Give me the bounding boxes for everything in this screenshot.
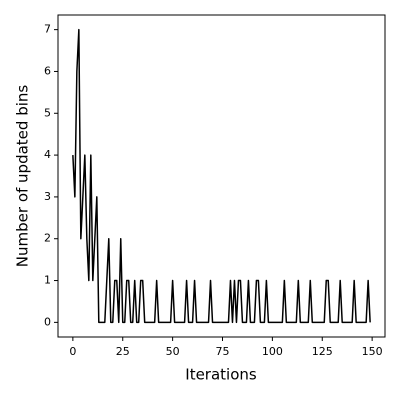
x-tick-label: 125 <box>312 345 333 358</box>
y-tick-label: 0 <box>44 315 51 328</box>
y-tick-label: 1 <box>44 274 51 287</box>
y-tick-label: 2 <box>44 232 51 245</box>
plot-frame <box>57 14 386 338</box>
x-tick-label: 150 <box>362 345 383 358</box>
x-tick-label: 50 <box>166 345 180 358</box>
y-tick-label: 3 <box>44 190 51 203</box>
x-tick-label: 100 <box>262 345 283 358</box>
x-tick-label: 0 <box>69 345 76 358</box>
x-tick-label: 75 <box>215 345 229 358</box>
y-tick-label: 6 <box>44 64 51 77</box>
line <box>72 28 371 324</box>
y-axis-label: Number of updated bins <box>14 85 32 268</box>
x-tick-label: 25 <box>116 345 130 358</box>
y-tick-label: 5 <box>44 106 51 119</box>
y-tick-label: 4 <box>44 148 51 161</box>
y-tick-label: 7 <box>44 23 51 36</box>
x-axis-label: Iterations <box>185 366 257 384</box>
